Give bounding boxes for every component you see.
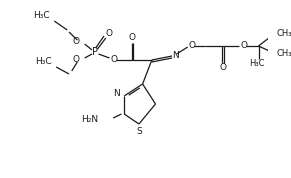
- Text: O: O: [219, 64, 226, 72]
- Text: H₃C: H₃C: [35, 57, 52, 67]
- Text: O: O: [72, 56, 79, 64]
- Text: CH₃: CH₃: [277, 49, 291, 59]
- Text: N: N: [113, 90, 120, 98]
- Text: O: O: [189, 41, 196, 51]
- Text: O: O: [111, 56, 118, 64]
- Text: H₃C: H₃C: [33, 11, 50, 20]
- Text: O: O: [72, 36, 79, 46]
- Text: N: N: [172, 51, 179, 61]
- Text: P: P: [92, 47, 98, 57]
- Text: O: O: [106, 28, 113, 38]
- Text: CH₃: CH₃: [277, 30, 291, 38]
- Text: O: O: [240, 41, 247, 51]
- Text: S: S: [136, 127, 142, 135]
- Text: O: O: [129, 33, 136, 43]
- Text: H₃C: H₃C: [249, 59, 265, 69]
- Text: H₂N: H₂N: [81, 116, 98, 124]
